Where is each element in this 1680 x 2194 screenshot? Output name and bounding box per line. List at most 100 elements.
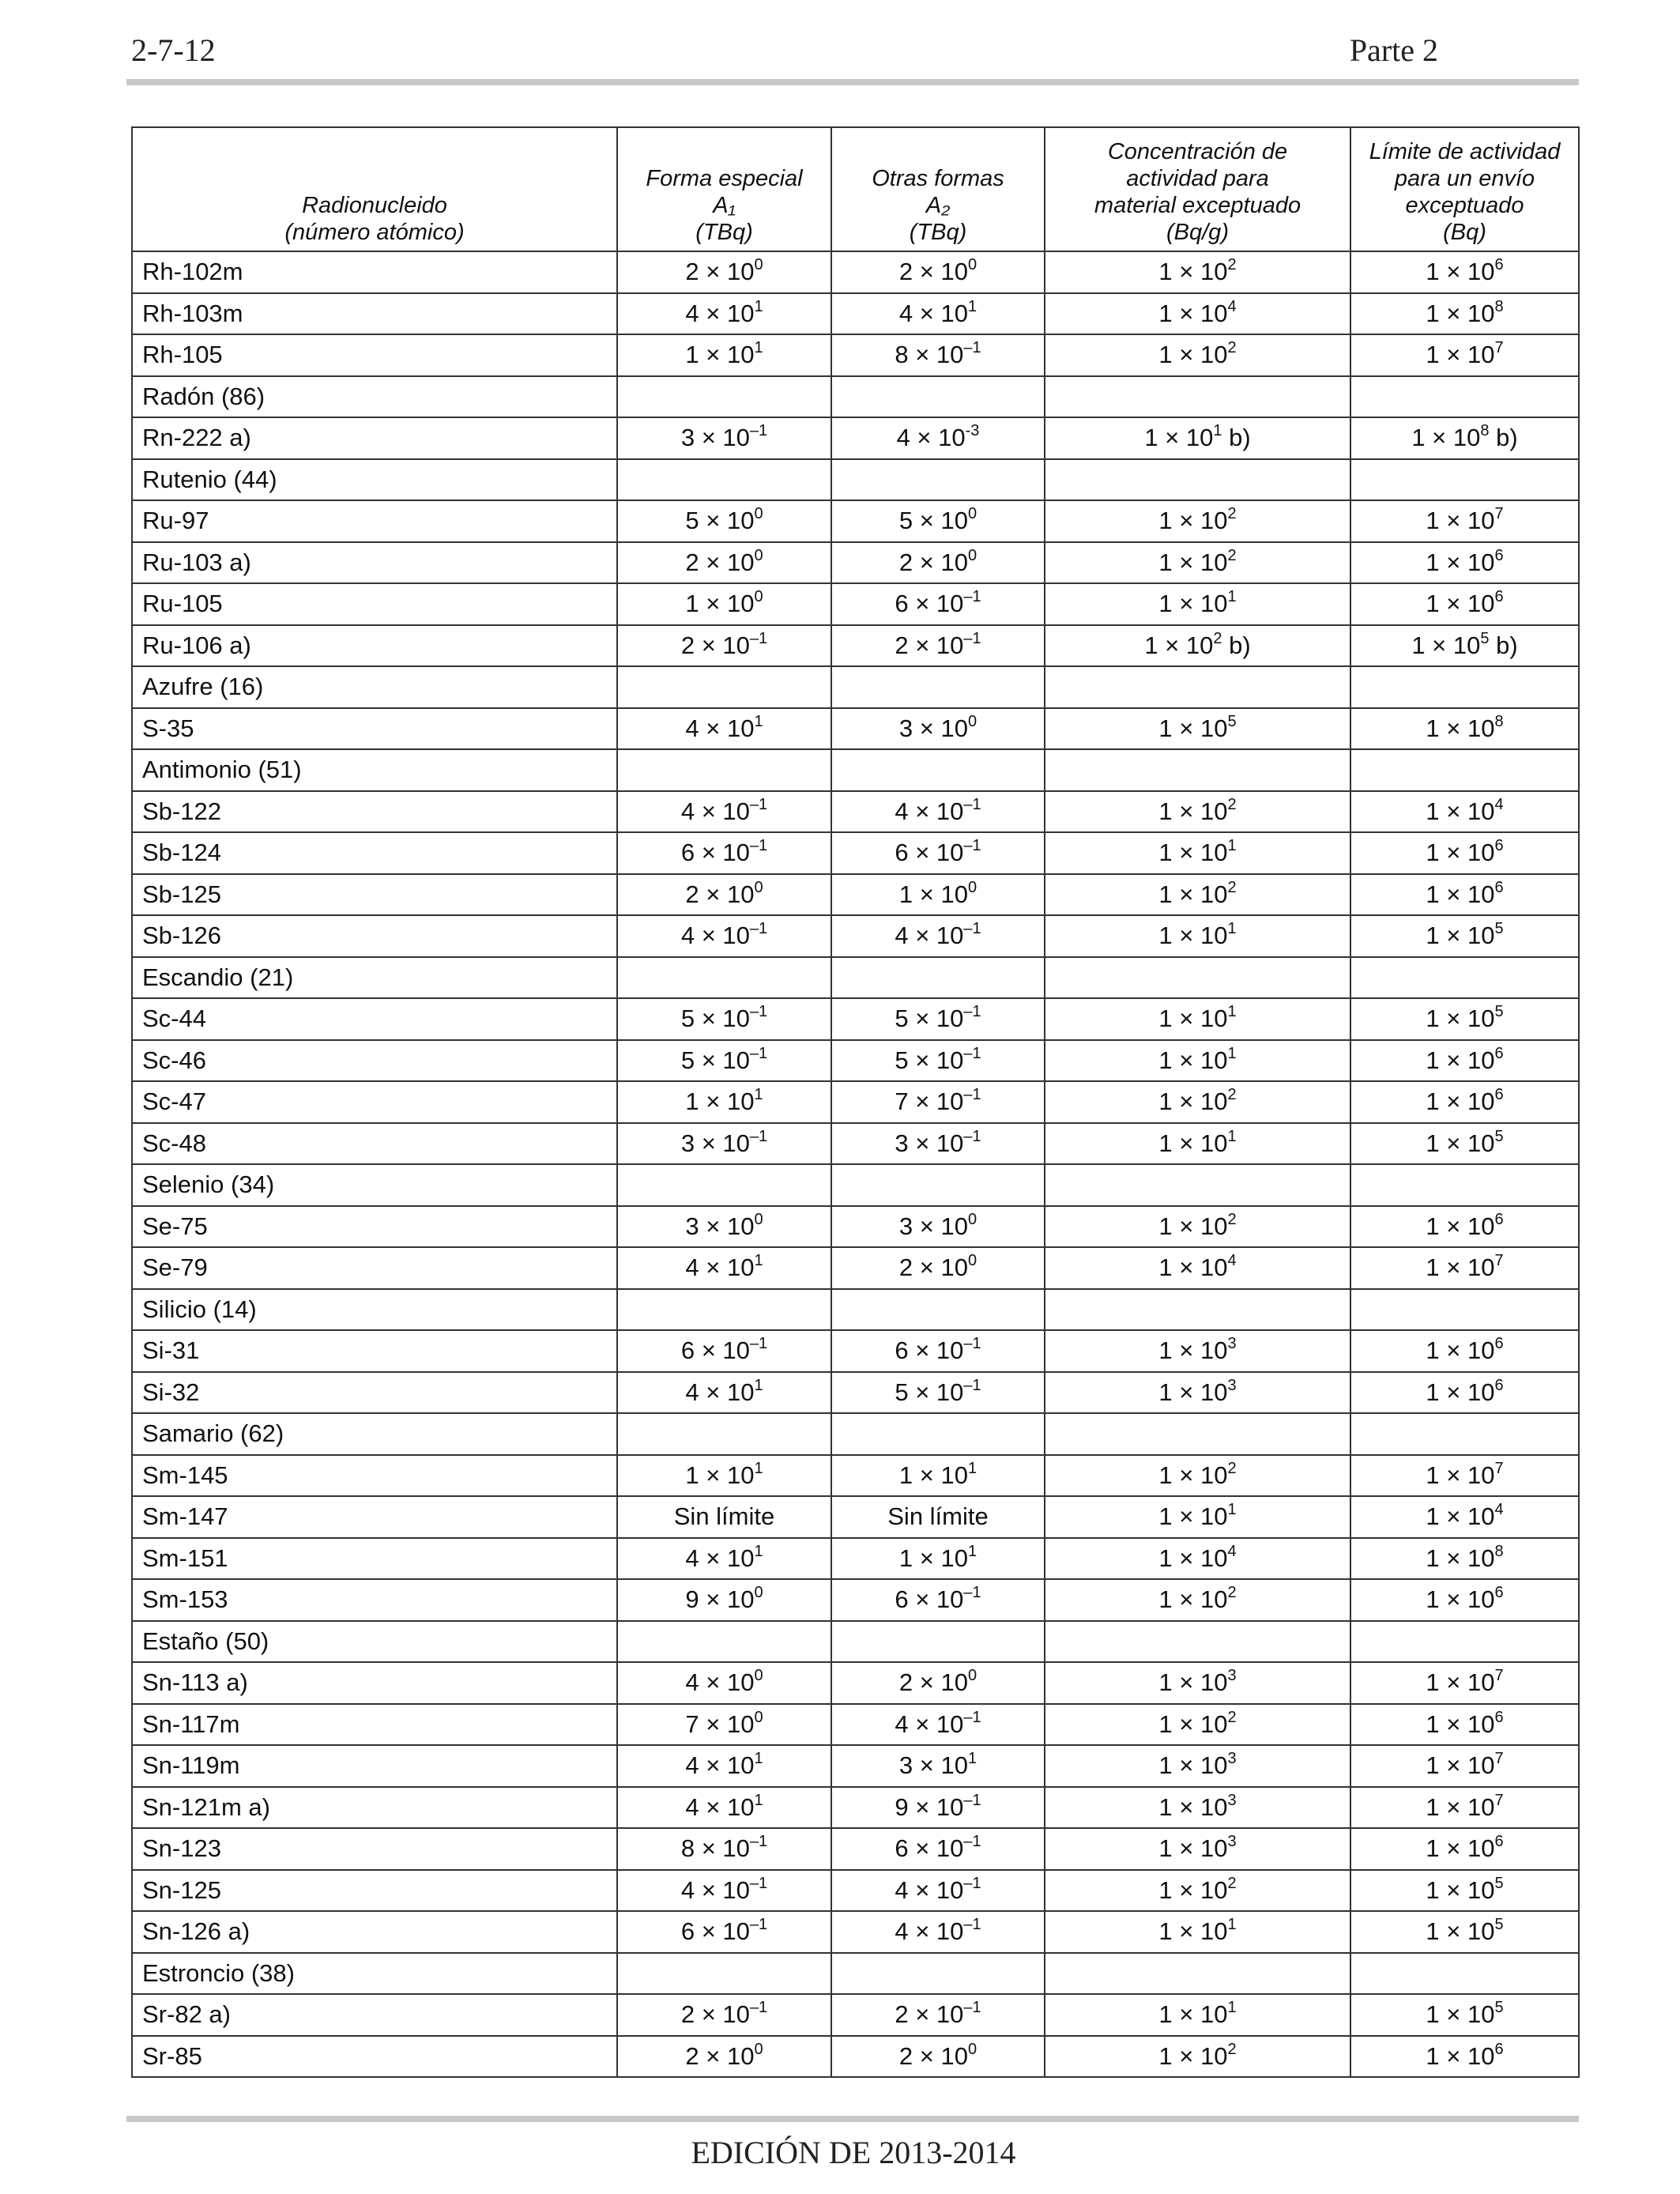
a2-cell bbox=[831, 1412, 1045, 1456]
cell-text: Sc-47 bbox=[142, 1088, 206, 1116]
activity-limit-cell: 1 × 107 bbox=[1350, 1453, 1580, 1497]
a2-cell: 1 × 100 bbox=[831, 873, 1045, 916]
cell-text: 8 × 10–1 bbox=[895, 339, 981, 369]
cell-text: Se-79 bbox=[142, 1253, 208, 1282]
radionuclide-cell: Azufre (16) bbox=[131, 665, 618, 709]
a2-cell bbox=[831, 665, 1045, 709]
a2-cell bbox=[831, 1287, 1045, 1331]
a1-cell: 5 × 100 bbox=[616, 499, 832, 543]
a1-cell: 4 × 101 bbox=[616, 1785, 832, 1829]
activity-limit-cell: 1 × 106 bbox=[1350, 1578, 1580, 1622]
cell-text: 2 × 100 bbox=[685, 2040, 763, 2070]
a1-cell: 5 × 10–1 bbox=[616, 997, 832, 1041]
a2-cell: 6 × 10–1 bbox=[831, 1578, 1045, 1622]
concentration-cell: 1 × 101 bbox=[1044, 1495, 1351, 1539]
col-header-line: (número atómico) bbox=[284, 220, 465, 245]
cell-text: Sm-153 bbox=[142, 1585, 228, 1614]
a2-cell bbox=[831, 1163, 1045, 1207]
table-row: Rh-105 1 × 101 8 × 10–1 1 × 102 1 × 107 bbox=[131, 334, 1580, 377]
activity-limit-cell: 1 × 106 bbox=[1350, 1329, 1580, 1373]
cell-text: Sc-44 bbox=[142, 1005, 206, 1033]
a1-cell: 6 × 10–1 bbox=[616, 1329, 832, 1373]
cell-text: Se-75 bbox=[142, 1212, 208, 1240]
radionuclide-table: Radionucleido (número atómico) Forma esp… bbox=[131, 126, 1580, 2078]
cell-text: Si-32 bbox=[142, 1378, 200, 1406]
a1-cell: 1 × 101 bbox=[616, 1080, 832, 1124]
table-row: Sr-85 2 × 100 2 × 100 1 × 102 1 × 106 bbox=[131, 2034, 1580, 2078]
concentration-cell: 1 × 102 bbox=[1044, 499, 1351, 543]
activity-limit-cell: 1 × 106 bbox=[1350, 2034, 1580, 2078]
table-row: Sc-48 3 × 10–1 3 × 10–1 1 × 101 1 × 105 bbox=[131, 1122, 1580, 1165]
cell-text: 1 × 102 bbox=[1158, 546, 1237, 576]
a2-cell: 3 × 10–1 bbox=[831, 1122, 1045, 1165]
cell-text: 6 × 10–1 bbox=[895, 837, 981, 867]
radionuclide-cell: Sc-46 bbox=[131, 1039, 618, 1082]
activity-limit-cell: 1 × 106 bbox=[1350, 831, 1580, 875]
cell-text: 9 × 100 bbox=[685, 1584, 763, 1614]
activity-limit-cell: 1 × 105 bbox=[1350, 1993, 1580, 2037]
concentration-cell bbox=[1044, 1951, 1351, 1995]
radionuclide-cell: Sm-145 bbox=[131, 1453, 618, 1497]
cell-text: 1 × 105 bbox=[1426, 1874, 1504, 1904]
table-row: Sc-44 5 × 10–1 5 × 10–1 1 × 101 1 × 105 bbox=[131, 997, 1580, 1041]
cell-text: 4 × 10–1 bbox=[895, 920, 981, 950]
radionuclide-cell: Sn-125 bbox=[131, 1868, 618, 1912]
cell-text: 3 × 101 bbox=[898, 1750, 977, 1780]
activity-limit-cell: 1 × 106 bbox=[1350, 1702, 1580, 1746]
cell-text: 5 × 10–1 bbox=[895, 1376, 981, 1406]
cell-text: 1 × 106 bbox=[1426, 1376, 1504, 1406]
cell-text: 1 × 101 bbox=[1158, 920, 1237, 950]
footer-rule bbox=[126, 2116, 1579, 2122]
table-row: Azufre (16) bbox=[131, 665, 1580, 709]
cell-text: 1 × 105 bbox=[1426, 1916, 1504, 1946]
cell-text: 1 × 106 bbox=[1426, 546, 1504, 576]
radionuclide-cell: Samario (62) bbox=[131, 1412, 618, 1456]
table-row: Sm-147 Sin límite Sin límite 1 × 101 1 × 104 bbox=[131, 1495, 1580, 1539]
cell-text: 6 × 10–1 bbox=[680, 1335, 768, 1365]
cell-text: Rh-103m bbox=[142, 299, 243, 327]
a2-cell: 9 × 10–1 bbox=[831, 1785, 1045, 1829]
col-header-concentration: Concentración de actividad para material… bbox=[1044, 126, 1351, 252]
cell-text: 4 × 101 bbox=[685, 1252, 763, 1282]
cell-text: 1 × 105 bbox=[1158, 712, 1237, 742]
concentration-cell bbox=[1044, 956, 1351, 999]
cell-text: Sm-147 bbox=[142, 1502, 228, 1531]
cell-text: Sr-85 bbox=[142, 2041, 202, 2070]
cell-text: 1 × 108 bbox=[1426, 1542, 1504, 1572]
col-header-line: (TBq) bbox=[695, 220, 753, 245]
table-row: Sb-125 2 × 100 1 × 100 1 × 102 1 × 106 bbox=[131, 873, 1580, 916]
activity-limit-cell bbox=[1350, 748, 1580, 792]
cell-text: 4 × 101 bbox=[685, 1542, 763, 1572]
cell-text: 2 × 10–1 bbox=[680, 1999, 768, 2029]
cell-text: 4 × 100 bbox=[685, 1667, 763, 1697]
concentration-cell bbox=[1044, 748, 1351, 792]
col-header-line: A₁ bbox=[713, 193, 736, 218]
cell-text: 6 × 10–1 bbox=[680, 837, 768, 867]
col-header-line: (Bq/g) bbox=[1166, 220, 1229, 245]
cell-text: Ru-106 a) bbox=[142, 631, 251, 659]
activity-limit-cell bbox=[1350, 1619, 1580, 1663]
cell-text: 1 × 101 bbox=[685, 339, 763, 369]
cell-text: 1 × 105 bbox=[1426, 1999, 1504, 2029]
concentration-cell: 1 × 102 bbox=[1044, 541, 1351, 584]
cell-text: 1 × 103 bbox=[1158, 1376, 1237, 1406]
a1-cell: 1 × 100 bbox=[616, 582, 832, 626]
col-header-line: actividad para bbox=[1126, 166, 1269, 191]
a1-cell: 5 × 10–1 bbox=[616, 1039, 832, 1082]
table-row: Rh-103m 4 × 101 4 × 101 1 × 104 1 × 108 bbox=[131, 292, 1580, 335]
cell-text: 3 × 100 bbox=[898, 712, 977, 742]
activity-limit-cell: 1 × 107 bbox=[1350, 1744, 1580, 1788]
activity-limit-cell bbox=[1350, 1951, 1580, 1995]
table-row: Selenio (34) bbox=[131, 1163, 1580, 1207]
radionuclide-cell: Sn-117m bbox=[131, 1702, 618, 1746]
a2-cell: 3 × 101 bbox=[831, 1744, 1045, 1788]
activity-limit-cell bbox=[1350, 1163, 1580, 1207]
cell-text: 4 × 101 bbox=[685, 712, 763, 742]
cell-text: 1 × 104 bbox=[1426, 1501, 1504, 1531]
cell-text: 5 × 10–1 bbox=[895, 1044, 981, 1074]
a1-cell bbox=[616, 1619, 832, 1663]
table-row: Ru-103 a) 2 × 100 2 × 100 1 × 102 1 × 106 bbox=[131, 541, 1580, 584]
cell-text: 1 × 106 bbox=[1426, 878, 1504, 908]
a1-cell: 4 × 100 bbox=[616, 1661, 832, 1705]
cell-text: 2 × 100 bbox=[685, 878, 763, 908]
